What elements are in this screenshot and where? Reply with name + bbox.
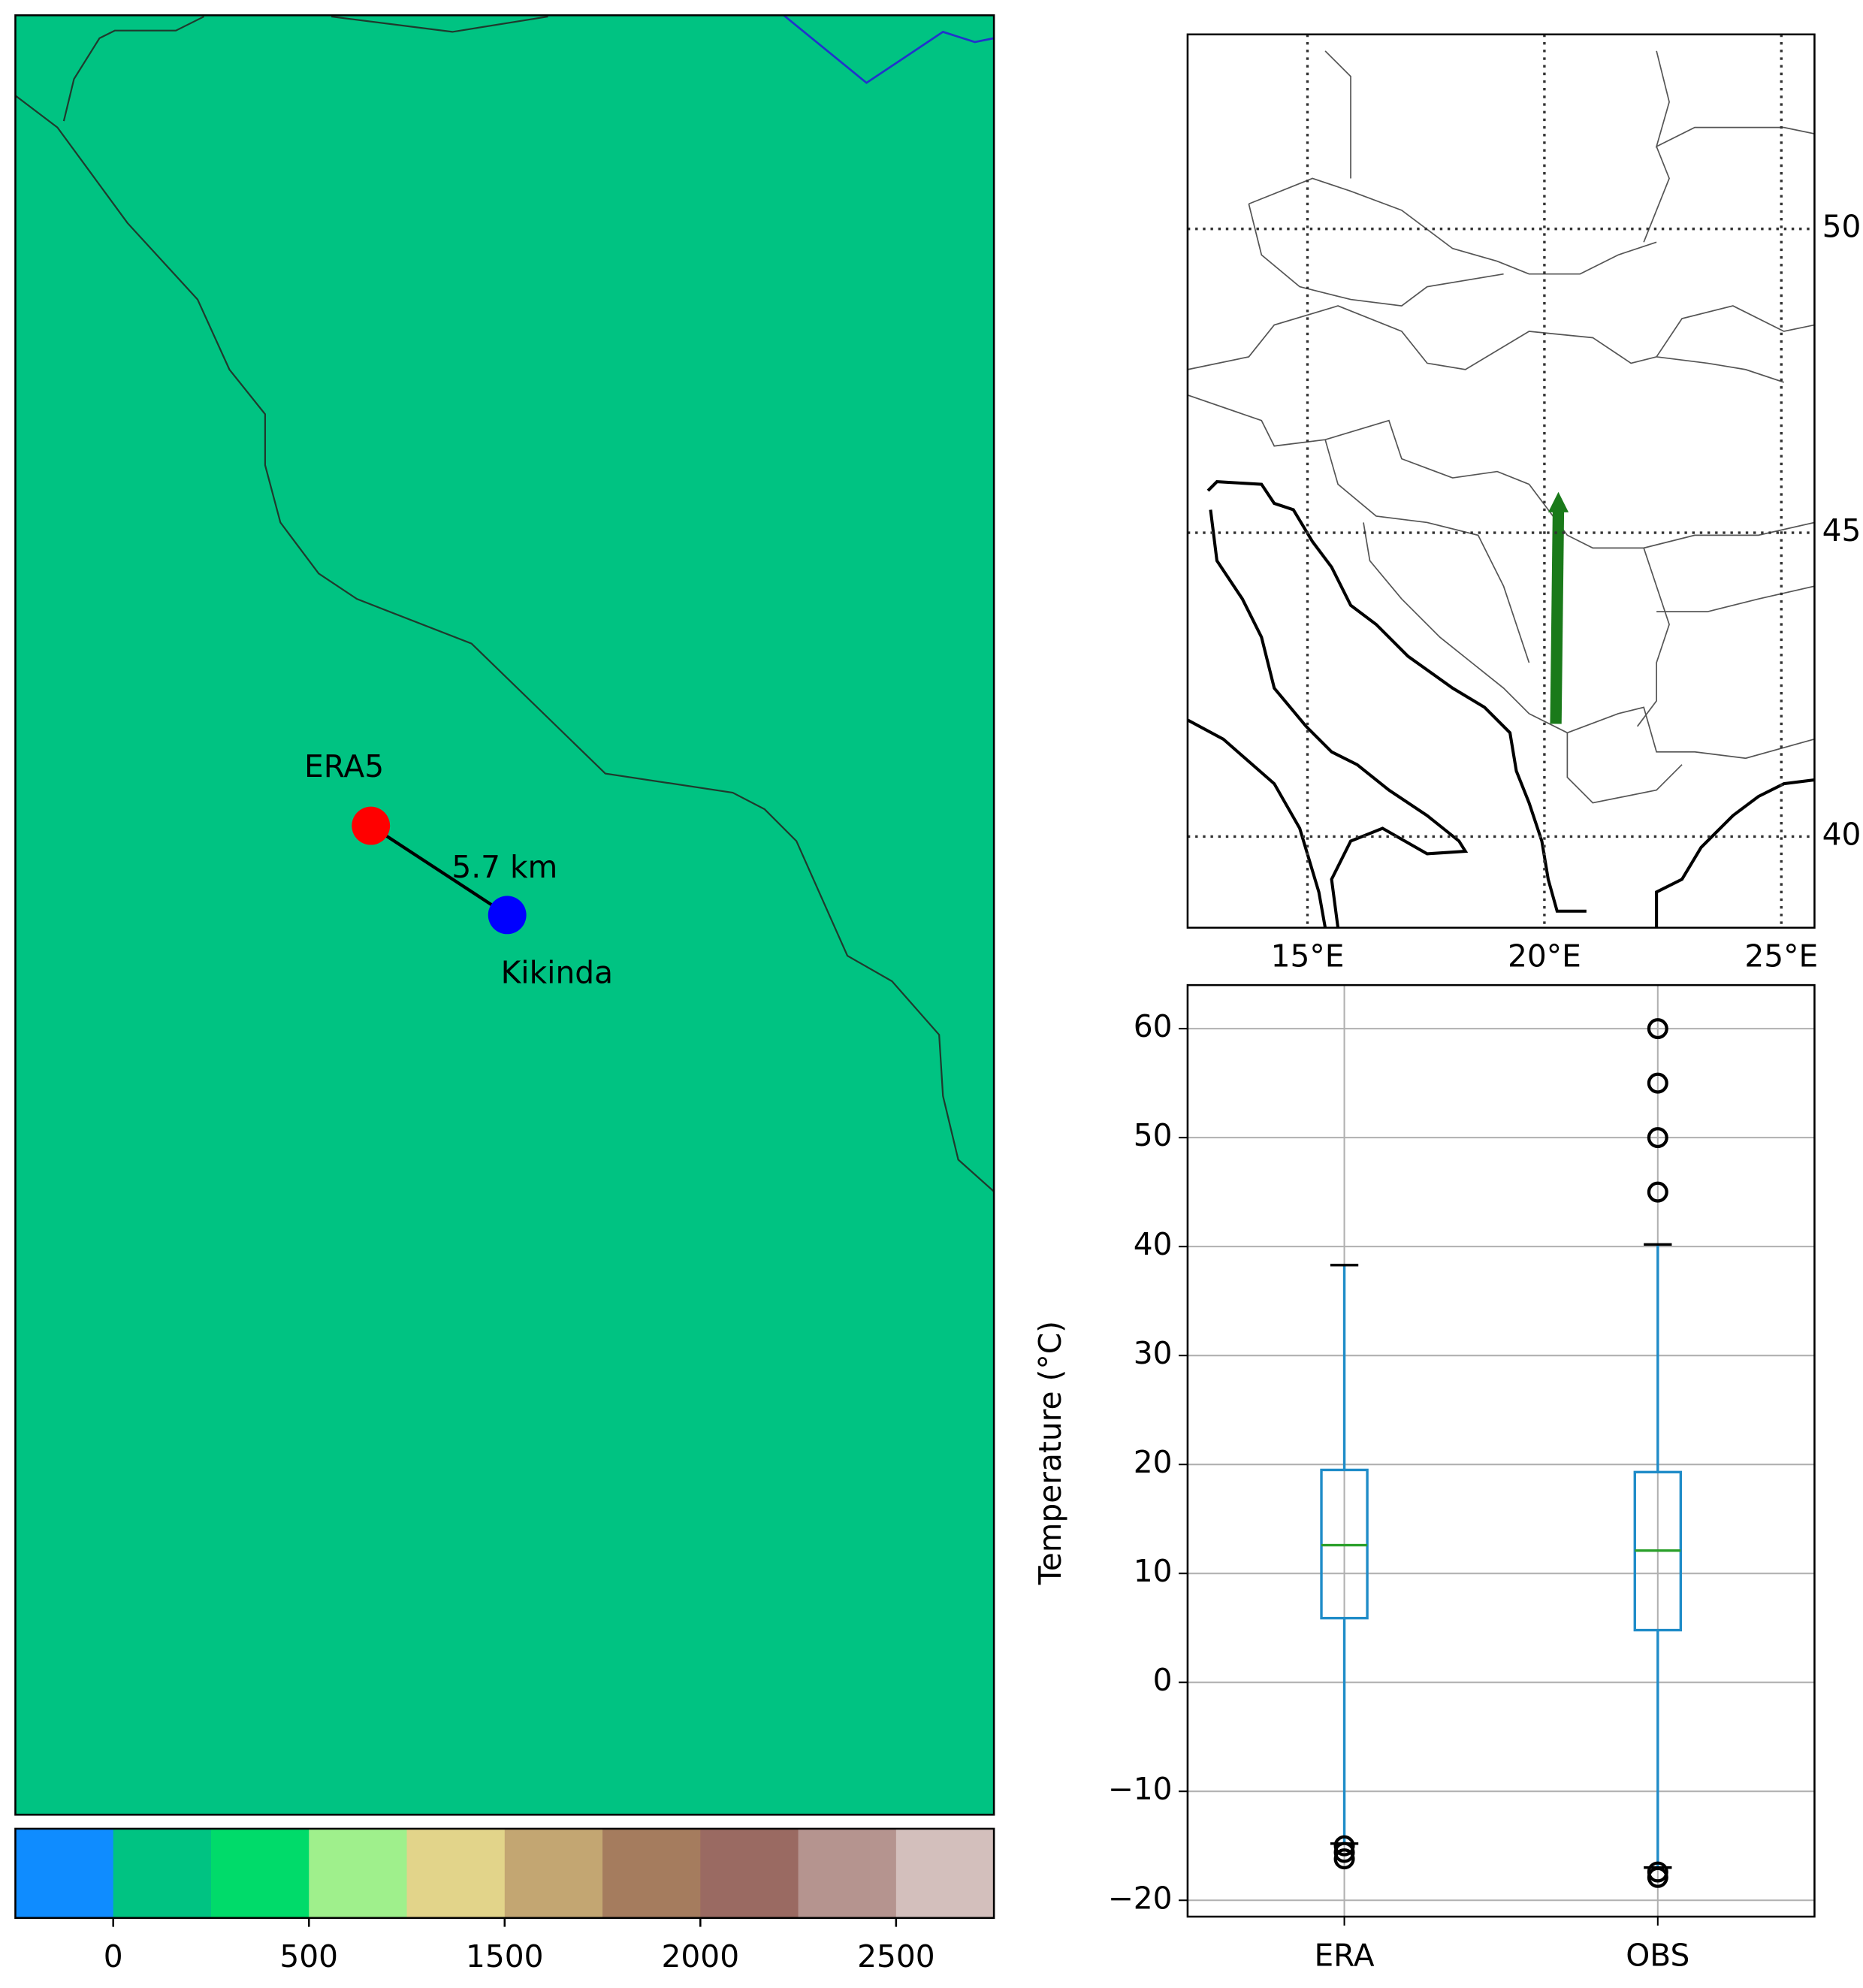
- x-tick-label: 15°E: [1271, 938, 1345, 974]
- outlier: [1647, 1181, 1668, 1203]
- colorbar-segment: [406, 1828, 506, 1918]
- colorbar-segment: [113, 1828, 212, 1918]
- colorbar-segment: [210, 1828, 310, 1918]
- colorbar-segment: [602, 1828, 702, 1918]
- outlier: [1647, 1866, 1668, 1888]
- box-grid: [1187, 985, 1815, 1917]
- y-axis-label: Temperature (°C): [1032, 1321, 1068, 1585]
- map-points: [352, 806, 527, 935]
- locator-frame: [1186, 33, 1816, 929]
- outlier: [1333, 1835, 1355, 1857]
- locator-borders: [1187, 50, 1815, 928]
- y-tick-label: −20: [1108, 1880, 1173, 1916]
- y-tick-label: 40: [1134, 1226, 1173, 1262]
- map-frame: [14, 14, 995, 1816]
- colorbar-tick-label: 1500: [466, 1938, 544, 1974]
- y-tick-label: 45: [1822, 512, 1861, 548]
- y-tick-label: 10: [1134, 1553, 1173, 1589]
- map-borders: [15, 15, 995, 1192]
- y-tick-label: 60: [1134, 1008, 1173, 1044]
- arrow-shaft: [1550, 509, 1565, 724]
- outlier: [1647, 1072, 1668, 1094]
- colorbar-tick-label: 2500: [857, 1938, 935, 1974]
- y-tick-label: 30: [1134, 1335, 1173, 1371]
- colorbar-segment: [700, 1828, 799, 1918]
- point-label: ERA5: [304, 748, 384, 784]
- x-tick-label: 20°E: [1508, 938, 1581, 974]
- colorbar-frame: [14, 1827, 995, 1919]
- colorbar-tick-label: 500: [279, 1938, 338, 1974]
- y-tick-label: 50: [1822, 209, 1861, 245]
- distance-label: 5.7 km: [451, 849, 557, 885]
- y-tick-label: 20: [1134, 1444, 1173, 1480]
- outlier: [1333, 1841, 1355, 1863]
- colorbar-segment: [895, 1828, 995, 1918]
- distance-line: [370, 824, 509, 917]
- y-tick-label: 40: [1822, 816, 1861, 852]
- colorbar-segment: [504, 1828, 603, 1918]
- colorbar-segment: [798, 1828, 897, 1918]
- outlier: [1333, 1848, 1355, 1870]
- colorbar-tick-label: 2000: [662, 1938, 740, 1974]
- outlier: [1647, 1018, 1668, 1040]
- x-tick-label: OBS: [1626, 1937, 1689, 1973]
- box-frame: [1186, 983, 1816, 1918]
- y-tick-label: −10: [1108, 1771, 1173, 1807]
- arrow-head: [1547, 491, 1569, 512]
- y-tick-label: 50: [1134, 1117, 1173, 1153]
- colorbar-segment: [15, 1828, 114, 1918]
- station-point: [352, 806, 391, 845]
- x-tick-label: ERA: [1314, 1937, 1374, 1973]
- y-tick-label: 0: [1153, 1662, 1173, 1698]
- graticule: [1187, 34, 1815, 928]
- x-tick-label: 25°E: [1744, 938, 1818, 974]
- colorbar-segment: [309, 1828, 408, 1918]
- point-label: Kikinda: [501, 955, 613, 991]
- boxes: [1320, 1018, 1683, 1888]
- outlier: [1647, 1127, 1668, 1149]
- station-point: [488, 896, 527, 935]
- colorbar-tick-label: 0: [104, 1938, 123, 1974]
